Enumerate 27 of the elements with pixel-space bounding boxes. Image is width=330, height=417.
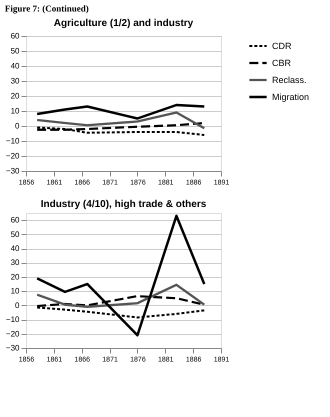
- legend-label: CDR: [272, 41, 292, 51]
- y-tick-label: 0: [15, 122, 20, 130]
- y-tick-label: 60: [10, 216, 20, 225]
- y-tick-label: −20: [6, 152, 20, 160]
- y-tick-label: −10: [6, 315, 20, 324]
- y-tick-label: 40: [10, 244, 20, 254]
- y-tick-label: −10: [6, 136, 20, 146]
- y-tick-label: 10: [10, 106, 20, 116]
- y-tick-label: −30: [6, 166, 20, 176]
- y-tick-label: 50: [10, 230, 20, 239]
- y-tick-label: 40: [10, 62, 20, 70]
- legend-label: Reclass.: [272, 75, 307, 85]
- caption: Figure 7: (Continued): [4, 4, 89, 14]
- chart-title: Industry (4/10), high trade & others: [40, 199, 207, 210]
- chart-title: Agriculture (1/2) and industry: [54, 18, 194, 29]
- legend-label: CBR: [272, 58, 292, 68]
- y-tick-label: 20: [10, 272, 20, 282]
- y-tick-label: 0: [15, 300, 20, 310]
- y-tick-label: −20: [6, 329, 20, 338]
- y-tick-label: 30: [10, 258, 20, 268]
- legend-label: Migration: [272, 92, 310, 102]
- y-tick-label: 60: [10, 32, 20, 40]
- y-tick-label: −30: [6, 344, 20, 352]
- y-tick-label: 10: [10, 286, 20, 296]
- y-tick-label: 20: [10, 92, 20, 100]
- y-tick-label: 30: [10, 76, 20, 86]
- y-tick-label: 50: [10, 46, 20, 56]
